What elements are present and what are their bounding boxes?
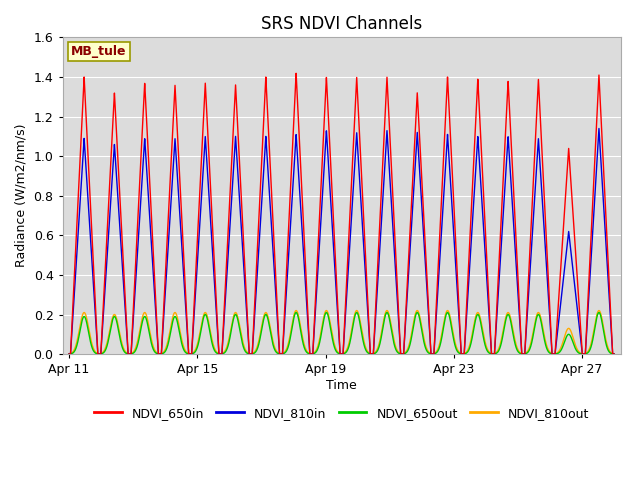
X-axis label: Time: Time xyxy=(326,379,357,392)
Legend: NDVI_650in, NDVI_810in, NDVI_650out, NDVI_810out: NDVI_650in, NDVI_810in, NDVI_650out, NDV… xyxy=(89,402,594,424)
Y-axis label: Radiance (W/m2/nm/s): Radiance (W/m2/nm/s) xyxy=(15,124,28,267)
Title: SRS NDVI Channels: SRS NDVI Channels xyxy=(261,15,422,33)
Text: MB_tule: MB_tule xyxy=(71,45,127,58)
